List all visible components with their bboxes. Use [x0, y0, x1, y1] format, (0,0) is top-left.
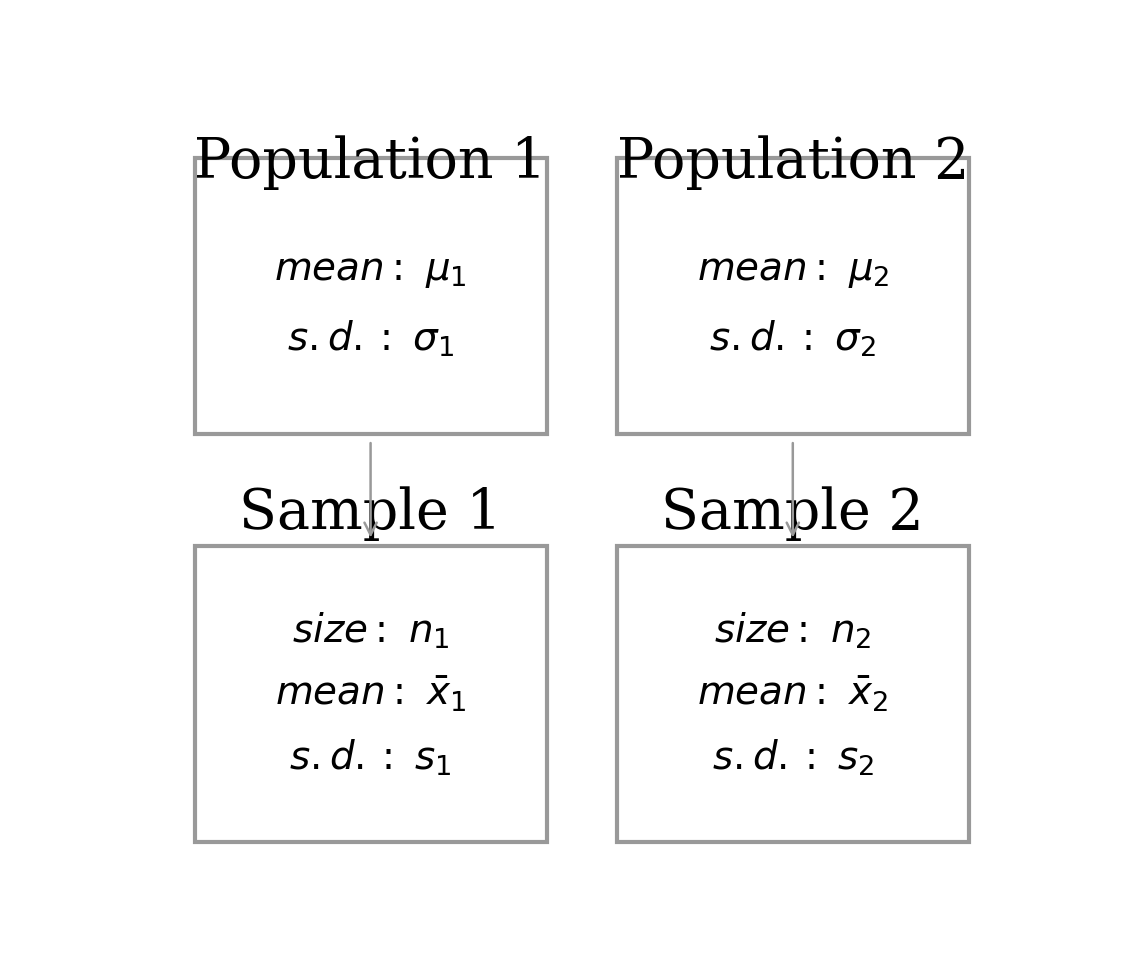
Text: $\mathit{s.d.}{:}\ s_1$: $\mathit{s.d.}{:}\ s_1$: [289, 738, 452, 778]
Text: Population 1: Population 1: [194, 135, 547, 190]
FancyBboxPatch shape: [195, 157, 547, 434]
Text: Sample 1: Sample 1: [239, 486, 502, 542]
FancyBboxPatch shape: [195, 547, 547, 842]
Text: $\mathit{mean}{:}\ \bar{x}_1$: $\mathit{mean}{:}\ \bar{x}_1$: [275, 675, 466, 714]
Text: Sample 2: Sample 2: [662, 486, 924, 542]
Text: Population 2: Population 2: [616, 135, 969, 190]
FancyBboxPatch shape: [617, 547, 969, 842]
Text: $\mathit{s.d.}{:}\ \sigma_2$: $\mathit{s.d.}{:}\ \sigma_2$: [709, 318, 876, 359]
FancyBboxPatch shape: [617, 157, 969, 434]
Text: $\mathit{size}{:}\ n_2$: $\mathit{size}{:}\ n_2$: [714, 611, 872, 651]
Text: $\mathit{mean}{:}\ \bar{x}_2$: $\mathit{mean}{:}\ \bar{x}_2$: [697, 675, 889, 714]
Text: $\mathit{mean}{:}\ \mu_2$: $\mathit{mean}{:}\ \mu_2$: [697, 253, 889, 290]
Text: $\mathit{mean}{:}\ \mu_1$: $\mathit{mean}{:}\ \mu_1$: [275, 253, 466, 290]
Text: $\mathit{size}{:}\ n_1$: $\mathit{size}{:}\ n_1$: [292, 611, 449, 651]
Text: $\mathit{s.d.}{:}\ \sigma_1$: $\mathit{s.d.}{:}\ \sigma_1$: [287, 318, 454, 359]
Text: $\mathit{s.d.}{:}\ s_2$: $\mathit{s.d.}{:}\ s_2$: [712, 738, 874, 778]
